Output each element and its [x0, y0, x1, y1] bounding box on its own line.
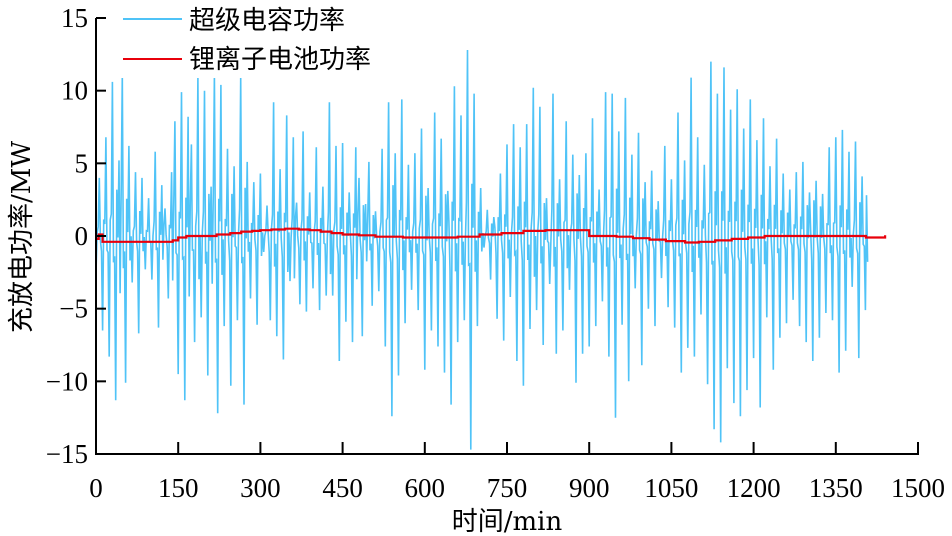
y-tick-label: −5	[59, 294, 88, 324]
legend-label-supercapacitor: 超级电容功率	[189, 6, 345, 36]
y-tick-label: 10	[61, 76, 88, 106]
x-axis-title: 时间/min	[452, 507, 563, 536]
y-tick-label: −10	[46, 366, 88, 396]
series-battery-power	[96, 227, 887, 244]
legend: 超级电容功率 锂离子电池功率	[120, 0, 440, 78]
axes: 0 150 300 450 600 750 900 1050 1200 1350 1500 −15−…	[46, 3, 945, 503]
y-ticks: −15 −10 −5 0 5 10 15	[46, 3, 106, 469]
supercapacitor-power-line	[95, 49, 869, 450]
x-tick-label: 150	[158, 473, 199, 503]
x-tick-label: 450	[322, 473, 363, 503]
battery-power-line	[96, 227, 887, 244]
legend-label-battery: 锂离子电池功率	[189, 45, 371, 75]
x-tick-label: 1500	[891, 473, 945, 503]
y-tick-label: 0	[75, 221, 89, 251]
y-tick-label: −15	[46, 439, 88, 469]
x-tick-label: 750	[487, 473, 528, 503]
x-tick-label: 1050	[644, 473, 698, 503]
series-supercapacitor-power	[95, 49, 869, 450]
x-ticks: 0 150 300 450 600 750 900 1050 1200 1350 1500	[89, 442, 945, 503]
y-tick-label: 15	[61, 3, 88, 33]
x-tick-label: 1350	[809, 473, 863, 503]
legend-background	[120, 0, 440, 78]
x-tick-label: 600	[405, 473, 446, 503]
x-tick-label: 300	[240, 473, 281, 503]
x-tick-label: 1200	[727, 473, 781, 503]
y-tick-label: 5	[75, 148, 89, 178]
y-axis-title: 充放电功率/MW	[7, 141, 37, 333]
x-tick-label: 0	[89, 473, 103, 503]
plot-area	[95, 49, 887, 450]
x-tick-label: 900	[569, 473, 610, 503]
